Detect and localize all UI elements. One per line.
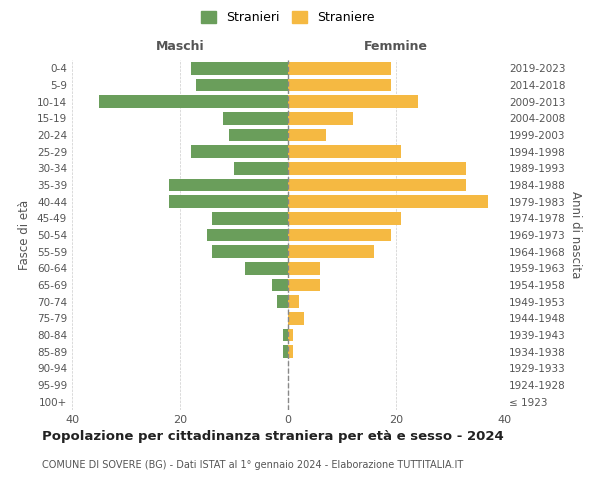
Bar: [283, 346, 288, 358]
Bar: [196, 79, 288, 92]
Bar: [191, 146, 288, 158]
Text: COMUNE DI SOVERE (BG) - Dati ISTAT al 1° gennaio 2024 - Elaborazione TUTTITALIA.: COMUNE DI SOVERE (BG) - Dati ISTAT al 1°…: [42, 460, 463, 470]
Bar: [207, 229, 288, 241]
Bar: [229, 129, 288, 141]
Bar: [288, 346, 293, 358]
Y-axis label: Anni di nascita: Anni di nascita: [569, 192, 582, 278]
Bar: [288, 329, 293, 341]
Bar: [288, 112, 353, 124]
Bar: [288, 179, 466, 192]
Bar: [283, 329, 288, 341]
Bar: [191, 62, 288, 74]
Bar: [234, 162, 288, 174]
Bar: [245, 262, 288, 274]
Bar: [277, 296, 288, 308]
Bar: [212, 246, 288, 258]
Bar: [288, 96, 418, 108]
Bar: [288, 229, 391, 241]
Text: Maschi: Maschi: [155, 40, 205, 53]
Text: Femmine: Femmine: [364, 40, 428, 53]
Y-axis label: Fasce di età: Fasce di età: [19, 200, 31, 270]
Bar: [288, 246, 374, 258]
Bar: [288, 146, 401, 158]
Bar: [169, 196, 288, 208]
Bar: [288, 62, 391, 74]
Bar: [99, 96, 288, 108]
Bar: [288, 279, 320, 291]
Bar: [212, 212, 288, 224]
Bar: [288, 79, 391, 92]
Bar: [288, 262, 320, 274]
Bar: [288, 296, 299, 308]
Bar: [288, 162, 466, 174]
Bar: [272, 279, 288, 291]
Bar: [288, 129, 326, 141]
Bar: [288, 212, 401, 224]
Bar: [288, 312, 304, 324]
Legend: Stranieri, Straniere: Stranieri, Straniere: [196, 6, 380, 29]
Text: Popolazione per cittadinanza straniera per età e sesso - 2024: Popolazione per cittadinanza straniera p…: [42, 430, 504, 443]
Bar: [169, 179, 288, 192]
Bar: [223, 112, 288, 124]
Bar: [288, 196, 488, 208]
